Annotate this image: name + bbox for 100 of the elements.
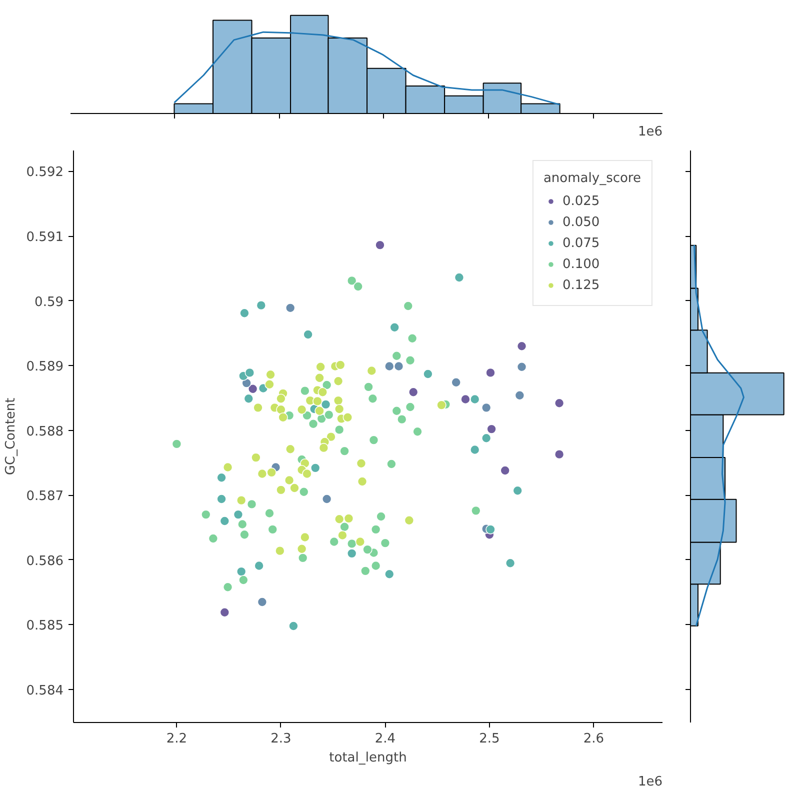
- x-tick-label: 2.2: [166, 732, 188, 746]
- point: [356, 458, 366, 468]
- point: [285, 303, 296, 313]
- point: [380, 538, 390, 548]
- legend-label: 0.125: [562, 278, 600, 292]
- point: [244, 368, 255, 378]
- legend-label: 0.050: [562, 214, 600, 230]
- point: [514, 390, 525, 400]
- point: [368, 435, 379, 445]
- point: [412, 426, 422, 437]
- point: [396, 414, 407, 424]
- point: [257, 597, 268, 607]
- legend-title: anomaly_score: [543, 171, 641, 186]
- point: [486, 368, 496, 378]
- point: [333, 376, 344, 386]
- point: [329, 536, 340, 547]
- point: [334, 514, 344, 524]
- point: [335, 360, 346, 370]
- legend-label: 0.075: [562, 236, 600, 250]
- point: [353, 282, 363, 292]
- point: [236, 566, 246, 576]
- point: [375, 240, 385, 250]
- point: [172, 439, 182, 449]
- point: [470, 506, 481, 516]
- point: [554, 398, 564, 408]
- point: [366, 366, 377, 376]
- point: [486, 524, 496, 534]
- point: [240, 308, 250, 318]
- point: [392, 406, 402, 416]
- point: [403, 301, 414, 311]
- point: [384, 569, 394, 580]
- point: [470, 444, 480, 455]
- point: [326, 432, 336, 442]
- point: [340, 446, 350, 456]
- point: [303, 330, 313, 340]
- y-tick-label: 0.591: [26, 230, 64, 246]
- point: [290, 483, 300, 493]
- point: [355, 536, 366, 547]
- point: [312, 396, 322, 406]
- point: [314, 372, 324, 383]
- point: [405, 355, 416, 366]
- point: [334, 404, 344, 414]
- point: [244, 394, 254, 404]
- point: [276, 394, 286, 404]
- point: [384, 361, 394, 372]
- point: [390, 322, 400, 332]
- point: [318, 442, 329, 453]
- point: [338, 530, 348, 540]
- point: [460, 394, 470, 404]
- point: [344, 514, 354, 524]
- point: [333, 396, 344, 406]
- point: [308, 418, 318, 429]
- point: [370, 560, 381, 571]
- point: [516, 362, 527, 372]
- point: [324, 410, 334, 420]
- legend-label: 0.025: [562, 194, 600, 208]
- y-axis-title: GC_Content: [3, 398, 18, 476]
- point: [276, 404, 286, 415]
- point: [248, 384, 258, 394]
- point: [405, 402, 416, 412]
- point: [264, 508, 274, 518]
- point: [346, 538, 357, 549]
- point: [346, 276, 357, 286]
- point: [240, 530, 250, 540]
- point: [276, 485, 286, 495]
- point: [500, 466, 510, 476]
- x-axis-title: total_length: [329, 750, 407, 766]
- point: [298, 553, 308, 563]
- point: [302, 468, 312, 479]
- point: [470, 394, 480, 404]
- point: [340, 522, 350, 532]
- point: [360, 566, 370, 576]
- point: [481, 402, 492, 413]
- point: [257, 468, 268, 479]
- point: [253, 402, 263, 413]
- point: [220, 516, 230, 526]
- point: [233, 510, 244, 520]
- point: [264, 379, 274, 390]
- x-tick-label: 2.6: [583, 732, 604, 746]
- point: [314, 406, 324, 416]
- point: [505, 558, 516, 568]
- y-tick-label: 0.59: [34, 294, 64, 310]
- point: [322, 494, 332, 504]
- y-tick-label: 0.589: [26, 360, 64, 375]
- point: [200, 510, 211, 520]
- point: [296, 404, 307, 415]
- point: [357, 476, 368, 486]
- point: [386, 459, 396, 469]
- point: [318, 387, 328, 398]
- point: [486, 424, 496, 434]
- point: [316, 362, 326, 372]
- point: [370, 524, 381, 534]
- y-tick-label: 0.585: [26, 618, 64, 634]
- point: [334, 424, 344, 435]
- point: [238, 575, 248, 585]
- point: [298, 486, 309, 497]
- point: [285, 444, 296, 454]
- point: [394, 361, 404, 372]
- point: [512, 486, 522, 496]
- y-tick-label: 0.588: [26, 424, 64, 440]
